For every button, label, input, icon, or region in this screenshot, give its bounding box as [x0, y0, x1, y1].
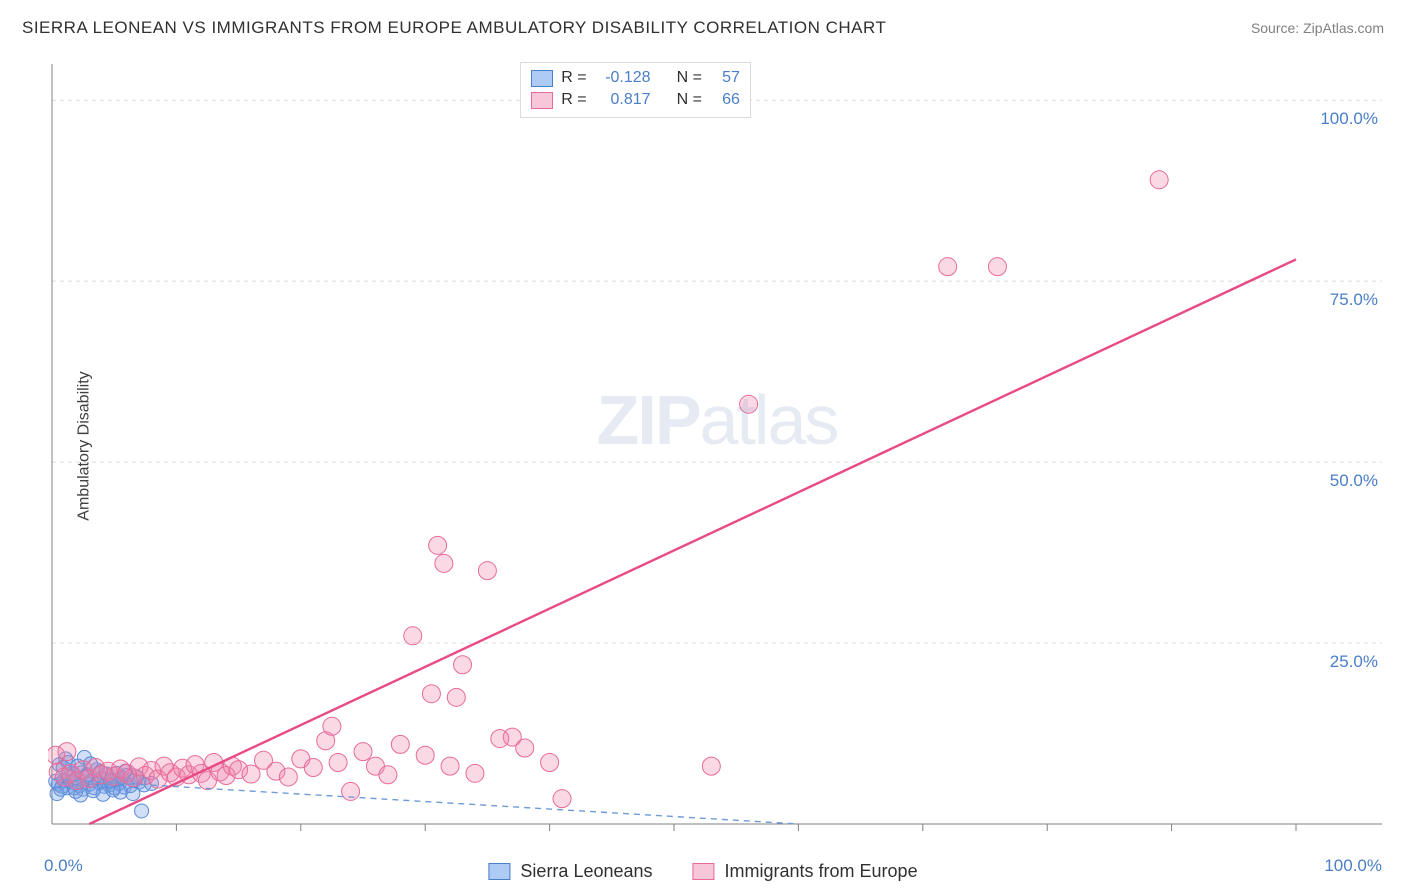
r-label: R =	[561, 89, 586, 111]
swatch-icon	[531, 92, 553, 109]
series-legend: Sierra Leoneans Immigrants from Europe	[488, 861, 917, 882]
svg-text:100.0%: 100.0%	[1320, 109, 1378, 128]
x-axis-min-label: 0.0%	[44, 856, 83, 876]
legend-label: Sierra Leoneans	[520, 861, 652, 882]
x-axis-max-label: 100.0%	[1324, 856, 1382, 876]
title-bar: SIERRA LEONEAN VS IMMIGRANTS FROM EUROPE…	[22, 18, 1384, 38]
chart-title: SIERRA LEONEAN VS IMMIGRANTS FROM EUROPE…	[22, 18, 886, 38]
source-attribution: Source: ZipAtlas.com	[1251, 20, 1384, 36]
swatch-icon	[488, 863, 510, 880]
swatch-icon	[693, 863, 715, 880]
svg-text:25.0%: 25.0%	[1330, 652, 1378, 671]
n-label: N =	[677, 89, 702, 111]
svg-text:75.0%: 75.0%	[1330, 290, 1378, 309]
swatch-icon	[531, 70, 553, 87]
r-label: R =	[561, 67, 586, 89]
r-value: -0.128	[595, 67, 651, 89]
n-label: N =	[677, 67, 702, 89]
svg-text:50.0%: 50.0%	[1330, 471, 1378, 490]
r-value: 0.817	[595, 89, 651, 111]
n-value: 66	[710, 89, 740, 111]
plot-area: 25.0%50.0%75.0%100.0% ZIPatlas	[48, 60, 1386, 842]
legend-item-immigrants_europe: Immigrants from Europe	[693, 861, 918, 882]
stat-row-sierra_leoneans: R = -0.128 N = 57	[531, 67, 740, 89]
n-value: 57	[710, 67, 740, 89]
legend-label: Immigrants from Europe	[725, 861, 918, 882]
legend-item-sierra_leoneans: Sierra Leoneans	[488, 861, 652, 882]
stat-row-immigrants_europe: R = 0.817 N = 66	[531, 89, 740, 111]
scatter-chart-svg: 25.0% 50.0% 75.0% 100.0%	[48, 60, 1386, 842]
correlation-stats-legend: R = -0.128 N = 57 R = 0.817 N = 66	[520, 62, 751, 118]
